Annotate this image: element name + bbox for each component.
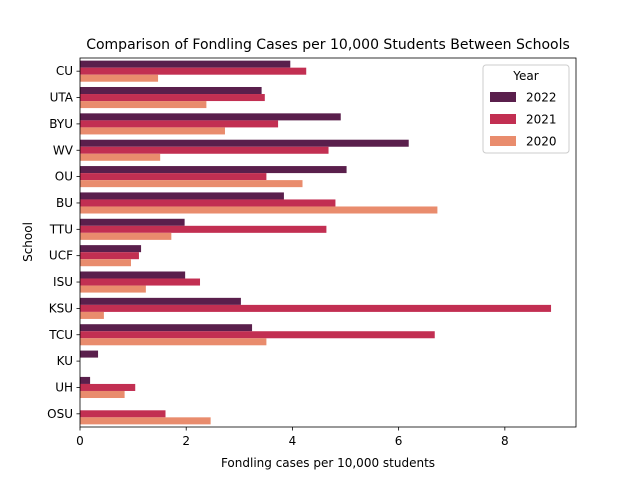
bar-ksu-2022: [80, 297, 241, 305]
y-tick-label: OSU: [47, 407, 73, 421]
bar-uh-2022: [80, 376, 91, 384]
x-axis-label: Fondling cases per 10,000 students: [221, 456, 435, 470]
bar-byu-2020: [80, 127, 225, 135]
legend-swatch-2021: [490, 114, 516, 124]
bar-tcu-2020: [80, 338, 267, 346]
y-tick-label: OU: [55, 170, 73, 184]
x-tick-label: 8: [501, 434, 509, 448]
bar-wv-2022: [80, 139, 409, 147]
plot-frame: [79, 57, 577, 428]
bar-ucf-2020: [80, 259, 131, 267]
bar-ksu-2021: [80, 304, 552, 312]
bar-cu-2022: [80, 60, 291, 68]
bar-bu-2022: [80, 192, 284, 200]
bar-bu-2020: [80, 206, 438, 214]
legend-frame: [482, 64, 570, 154]
bar-byu-2022: [80, 113, 341, 121]
x-axis-ticks: 0 2 4 6 8: [76, 427, 509, 448]
y-tick-label: TCU: [48, 328, 73, 342]
bar-uta-2022: [80, 86, 262, 95]
y-tick-label: KU: [57, 354, 73, 368]
y-tick-label: KSU: [49, 301, 73, 315]
bar-cu-2021: [80, 67, 307, 75]
legend-label-2020: 2020: [526, 135, 557, 149]
bar-byu-2021: [80, 120, 279, 128]
bar-isu-2022: [80, 271, 186, 279]
bar-bu-2021: [80, 199, 336, 207]
bar-ksu-2020: [80, 311, 104, 319]
bar-uh-2020: [80, 390, 125, 399]
y-tick-label: BU: [56, 196, 73, 210]
bar-wv-2020: [80, 153, 161, 161]
bar-ou-2022: [80, 166, 347, 174]
legend-title: Year: [512, 69, 538, 83]
bar-ou-2021: [80, 173, 267, 181]
bar-ou-2020: [80, 180, 303, 188]
bar-cu-2020: [80, 74, 159, 82]
x-tick-label: 0: [76, 434, 84, 448]
bar-ucf-2022: [80, 245, 142, 253]
legend-swatch-2020: [490, 136, 516, 146]
legend-items: 2022 2021 2020: [490, 91, 557, 149]
legend-label-2021: 2021: [526, 113, 557, 127]
legend-label-2022: 2022: [526, 91, 557, 105]
x-tick-label: 4: [289, 434, 297, 448]
y-tick-label: WV: [53, 143, 74, 157]
bar-ttu-2021: [80, 225, 327, 233]
bar-ttu-2020: [80, 232, 172, 240]
bar-osu-2021: [80, 410, 166, 418]
bar-tcu-2021: [80, 331, 435, 339]
y-tick-label: UH: [55, 380, 73, 394]
y-tick-label: TTU: [49, 222, 73, 236]
y-tick-label: UTA: [50, 91, 74, 105]
legend: Year 2022 2021 2020: [482, 64, 570, 154]
y-tick-label: BYU: [49, 117, 73, 131]
bar-isu-2021: [80, 278, 201, 286]
bar-ucf-2021: [80, 252, 139, 260]
y-tick-label: ISU: [53, 275, 73, 289]
bar-ku-2022: [80, 350, 99, 358]
x-tick-label: 6: [395, 434, 403, 448]
y-axis-ticks: CU UTA BYU WV OU BU TTU UCF ISU KSU TCU KU UH OSU: [47, 64, 80, 421]
legend-swatch-2022: [490, 92, 516, 102]
bar-isu-2020: [80, 285, 146, 293]
bar-ttu-2022: [80, 218, 185, 226]
y-axis-label: School: [21, 222, 35, 262]
chart-title: Comparison of Fondling Cases per 10,000 …: [86, 37, 570, 53]
x-tick-label: 2: [182, 434, 190, 448]
y-tick-label: CU: [56, 64, 73, 78]
bar-uta-2021: [80, 94, 265, 102]
bar-tcu-2022: [80, 324, 253, 332]
bar-wv-2021: [80, 146, 329, 154]
bar-uh-2021: [80, 383, 136, 391]
bars-group: [80, 60, 552, 425]
bar-osu-2020: [80, 417, 211, 425]
bar-uta-2020: [80, 101, 207, 109]
y-tick-label: UCF: [49, 249, 73, 263]
